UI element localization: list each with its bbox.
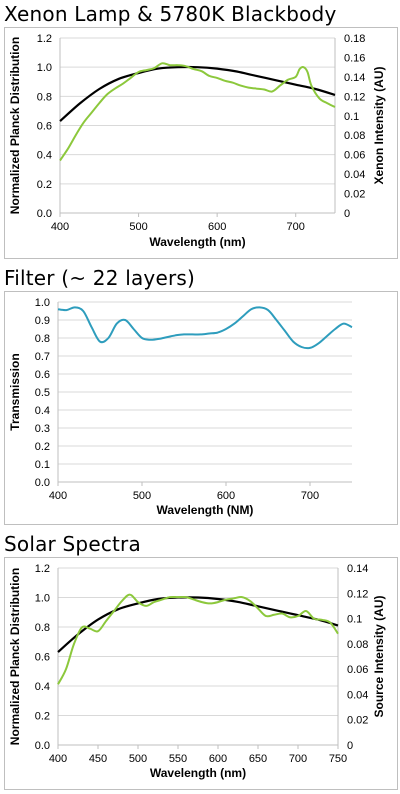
- y2-tick-label: 0: [347, 740, 353, 752]
- x-tick-label: 400: [49, 753, 67, 765]
- x-axis-label: Wavelength (NM): [157, 503, 254, 517]
- chart-title-xenon: Xenon Lamp & 5780K Blackbody: [4, 2, 337, 26]
- y-tick-label: 1.0: [35, 593, 50, 605]
- y-tick-label: 0.9: [35, 315, 50, 327]
- y-tick-label: 0.3: [35, 423, 50, 435]
- y-tick-label: 0.6: [35, 652, 50, 664]
- y2-tick-label: 0.12: [344, 91, 365, 103]
- y2-tick-label: 0.02: [347, 715, 368, 727]
- y-tick-label: 0.8: [35, 333, 50, 345]
- x-tick-label: 650: [249, 753, 267, 765]
- x-tick-label: 700: [287, 221, 305, 233]
- chart-panel-solar: 0.0 0.2 0.4 0.6 0.8 1.0 1.2 0 0.02 0.04 0.06 0.08 0.…: [4, 557, 398, 790]
- chart-panel-xenon: 0.0 0.2 0.4 0.6 0.8 1.0 1.2 0 0.02 0.04 0.06 0.08 0.…: [4, 27, 398, 259]
- y2-tick-label: 0.04: [347, 689, 368, 701]
- y-tick-label: 0.0: [35, 477, 50, 489]
- series-line-0: [57, 306, 353, 350]
- x-axis-label: Wavelength (nm): [150, 766, 246, 780]
- y-axis-label: Normalized Planck Distribution: [8, 37, 22, 214]
- y-tick-label: 0.4: [35, 405, 50, 417]
- y-tick-label: 0.1: [35, 459, 50, 471]
- x-tick-label: 500: [133, 490, 151, 502]
- y2-tick-label: 0.14: [344, 72, 365, 84]
- y-tick-label: 0.4: [37, 150, 52, 162]
- y2-tick-label: 0.04: [344, 169, 365, 181]
- series-line-0: [59, 65, 336, 122]
- y-axis-label: Transmission: [8, 353, 22, 430]
- y2-tick-label: 0.18: [344, 33, 365, 45]
- x-tick-label: 500: [129, 753, 147, 765]
- y-tick-label: 0.0: [35, 740, 50, 752]
- y-tick-label: 0.4: [35, 681, 50, 693]
- x-tick-label: 600: [209, 753, 227, 765]
- y-tick-label: 0.7: [35, 351, 50, 363]
- y2-tick-label: 0.14: [347, 563, 368, 575]
- filter-transmission-chart: 0.0 0.1 0.2 0.3 0.4 0.5 0.6 0.7 0.8 0.9 1.0 400 500 6…: [8, 297, 353, 517]
- x-axis-label: Wavelength (nm): [149, 235, 245, 249]
- y-tick-label: 0.2: [35, 441, 50, 453]
- x-tick-label: 750: [329, 753, 347, 765]
- x-tick-label: 500: [129, 221, 147, 233]
- y2-tick-label: 0.08: [344, 130, 365, 142]
- y2-axis-label: Xenon Intensity (AU): [372, 66, 386, 184]
- series-line-1: [57, 593, 339, 685]
- y2-tick-label: 0: [344, 208, 350, 220]
- y-tick-label: 0.6: [37, 121, 52, 133]
- y2-tick-label: 0.06: [347, 664, 368, 676]
- y2-axis-label: Source Intensity (AU): [372, 595, 386, 717]
- y-tick-label: 0.8: [35, 622, 50, 634]
- x-tick-label: 400: [51, 221, 69, 233]
- y-tick-label: 0.2: [35, 711, 50, 723]
- x-tick-label: 700: [301, 490, 319, 502]
- y2-tick-label: 0.02: [344, 189, 365, 201]
- x-tick-label: 450: [89, 753, 107, 765]
- y-axis-label: Normalized Planck Distribution: [8, 568, 22, 745]
- chart-title-filter: Filter (~ 22 layers): [4, 266, 196, 290]
- x-tick-label: 400: [49, 490, 67, 502]
- series-line-0: [57, 596, 339, 653]
- y2-tick-label: 0.16: [344, 52, 365, 64]
- y-tick-label: 0.6: [35, 369, 50, 381]
- series-line-1: [59, 62, 336, 162]
- y-tick-label: 1.2: [35, 563, 50, 575]
- x-tick-label: 550: [169, 753, 187, 765]
- xenon-blackbody-chart: 0.0 0.2 0.4 0.6 0.8 1.0 1.2 0 0.02 0.04 0.06 0.08 0.…: [8, 33, 386, 249]
- solar-spectra-chart: 0.0 0.2 0.4 0.6 0.8 1.0 1.2 0 0.02 0.04 0.06 0.08 0.…: [8, 563, 386, 780]
- y-tick-label: 0.8: [37, 91, 52, 103]
- y-tick-label: 0.2: [37, 179, 52, 191]
- y-tick-label: 0.5: [35, 387, 50, 399]
- y-tick-label: 1.0: [37, 62, 52, 74]
- y2-tick-label: 0.12: [347, 588, 368, 600]
- y2-tick-label: 0.08: [347, 639, 368, 651]
- y2-tick-label: 0.06: [344, 150, 365, 162]
- x-tick-label: 700: [289, 753, 307, 765]
- chart-panel-filter: 0.0 0.1 0.2 0.3 0.4 0.5 0.6 0.7 0.8 0.9 1.0 400 500 6…: [4, 291, 398, 525]
- y2-tick-label: 0.1: [347, 614, 362, 626]
- chart-title-solar: Solar Spectra: [4, 532, 141, 556]
- x-tick-label: 600: [208, 221, 226, 233]
- y-tick-label: 0.0: [37, 208, 52, 220]
- y-tick-label: 1.2: [37, 33, 52, 45]
- x-tick-label: 600: [217, 490, 235, 502]
- y-tick-label: 1.0: [35, 297, 50, 309]
- y2-tick-label: 0.1: [344, 111, 359, 123]
